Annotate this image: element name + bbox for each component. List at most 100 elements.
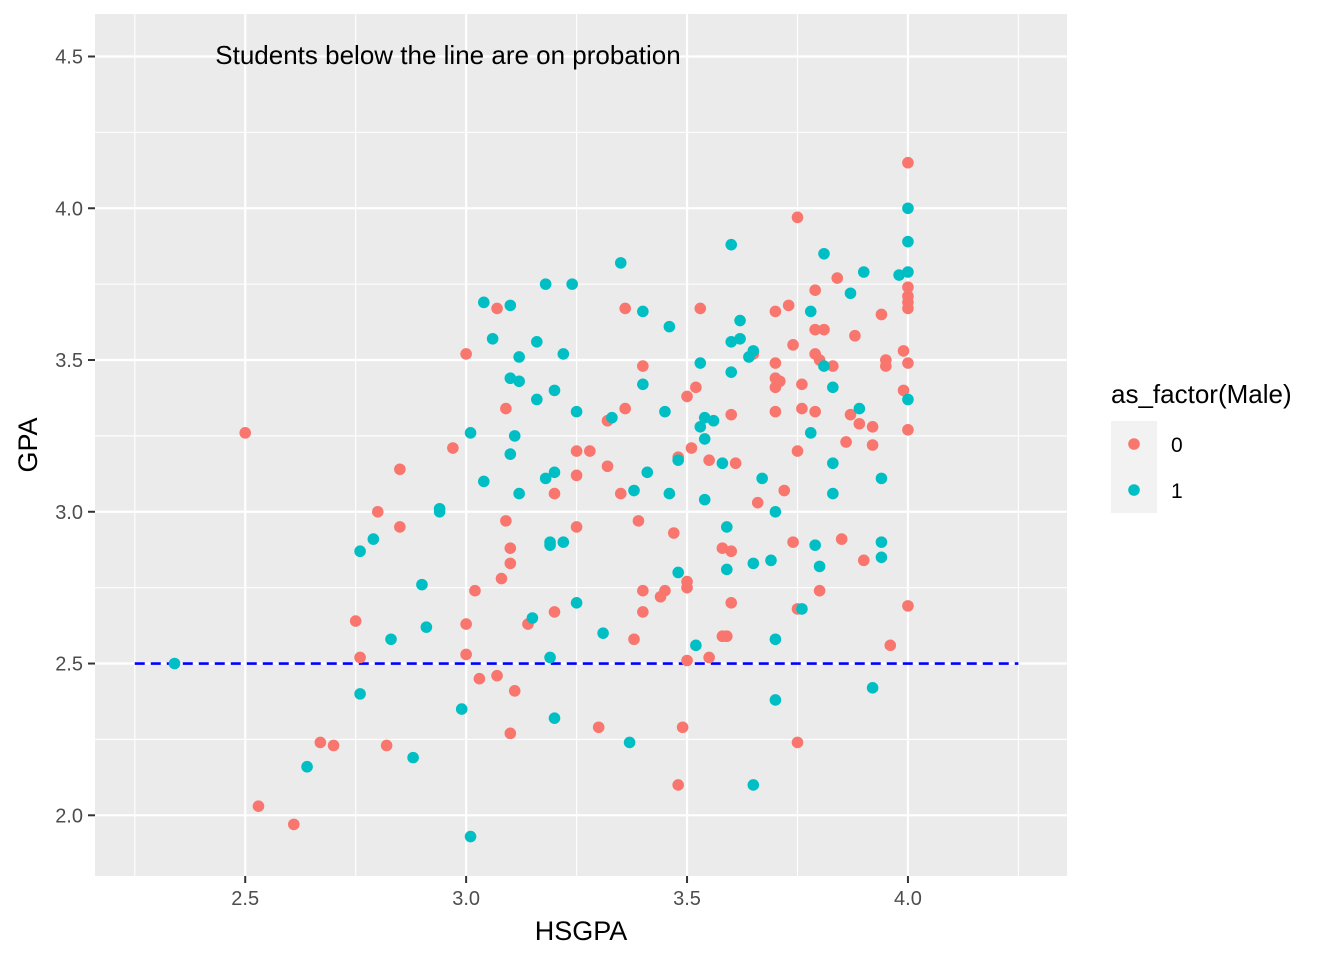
data-point <box>791 736 804 749</box>
data-point <box>694 357 707 369</box>
data-point <box>778 484 791 497</box>
y-tick-label: 4.0 <box>55 198 83 220</box>
data-point <box>367 533 380 545</box>
data-point <box>672 566 684 579</box>
data-point <box>637 360 649 372</box>
data-point <box>747 779 760 791</box>
data-point <box>252 800 265 812</box>
data-point <box>504 448 517 460</box>
y-tick-label: 3.5 <box>55 350 83 372</box>
data-point <box>504 299 517 312</box>
data-point <box>614 487 627 500</box>
data-point <box>637 305 649 318</box>
data-point <box>504 727 517 740</box>
data-point <box>637 606 649 618</box>
data-point <box>774 375 786 388</box>
data-point <box>902 302 914 315</box>
data-point <box>844 408 857 421</box>
data-point <box>787 536 799 548</box>
legend-item-1: 1 <box>1111 467 1183 513</box>
data-point <box>827 487 839 500</box>
data-point <box>681 654 693 667</box>
data-point <box>884 639 897 652</box>
data-point <box>796 603 808 615</box>
data-point <box>504 557 517 570</box>
data-point <box>663 487 676 500</box>
y-tick-label: 2.0 <box>55 805 83 827</box>
data-point <box>641 466 654 479</box>
data-point <box>729 457 742 470</box>
data-point <box>835 533 848 545</box>
data-point <box>394 463 406 476</box>
data-point <box>349 615 362 627</box>
data-point <box>787 339 799 351</box>
data-point <box>663 320 676 333</box>
data-point <box>703 454 715 466</box>
data-point <box>769 357 782 369</box>
data-point <box>667 527 680 539</box>
x-tick-label: 4.0 <box>894 888 922 910</box>
data-point <box>539 472 552 485</box>
data-point <box>548 487 561 500</box>
data-point <box>769 694 782 706</box>
data-point <box>690 381 702 394</box>
data-point <box>433 505 446 518</box>
data-point <box>354 651 366 664</box>
data-point <box>239 427 252 439</box>
data-point <box>500 515 512 527</box>
data-point <box>880 360 892 372</box>
data-point <box>813 560 826 573</box>
data-point <box>394 521 406 533</box>
data-point <box>504 542 517 554</box>
data-point <box>897 345 910 357</box>
data-point <box>380 739 393 752</box>
data-point <box>447 442 459 454</box>
data-point <box>544 651 556 664</box>
data-point <box>902 424 914 436</box>
legend-label: 0 <box>1171 434 1183 457</box>
data-point <box>703 651 715 664</box>
data-point <box>875 536 888 548</box>
data-point <box>857 266 870 278</box>
y-axis-title: GPA <box>13 417 43 472</box>
data-point <box>725 408 738 421</box>
data-point <box>460 648 472 661</box>
data-point <box>818 323 830 336</box>
data-point <box>478 296 490 309</box>
data-point <box>844 287 857 300</box>
plot-panel <box>95 14 1067 876</box>
data-point <box>827 381 839 394</box>
data-point <box>827 360 839 372</box>
data-point <box>354 688 366 700</box>
data-point <box>751 496 764 509</box>
data-point <box>734 332 746 345</box>
data-point <box>685 442 698 454</box>
data-point <box>782 299 795 312</box>
x-axis-title: HSGPA <box>535 916 628 946</box>
data-point <box>840 436 852 448</box>
x-axis: 2.5 3.0 3.5 4.0 <box>231 876 922 910</box>
data-point <box>460 348 472 360</box>
data-point <box>809 284 821 297</box>
data-point <box>698 493 711 506</box>
data-point <box>327 739 340 752</box>
data-point <box>659 405 671 418</box>
data-point <box>659 584 671 597</box>
data-point <box>495 572 508 585</box>
data-point <box>614 257 627 269</box>
data-point <box>853 402 866 415</box>
data-point <box>539 278 552 290</box>
data-point <box>526 612 539 624</box>
data-point <box>796 378 808 391</box>
data-point <box>875 308 888 321</box>
data-point <box>791 445 804 457</box>
data-points <box>168 156 914 843</box>
data-point <box>725 336 738 348</box>
data-point <box>584 445 596 457</box>
data-point <box>827 457 839 470</box>
data-point <box>628 484 640 497</box>
legend-label: 1 <box>1171 480 1183 503</box>
data-point <box>725 545 738 558</box>
data-point <box>902 202 914 215</box>
y-axis: 2.0 2.5 3.0 3.5 4.0 4.5 <box>55 46 95 827</box>
